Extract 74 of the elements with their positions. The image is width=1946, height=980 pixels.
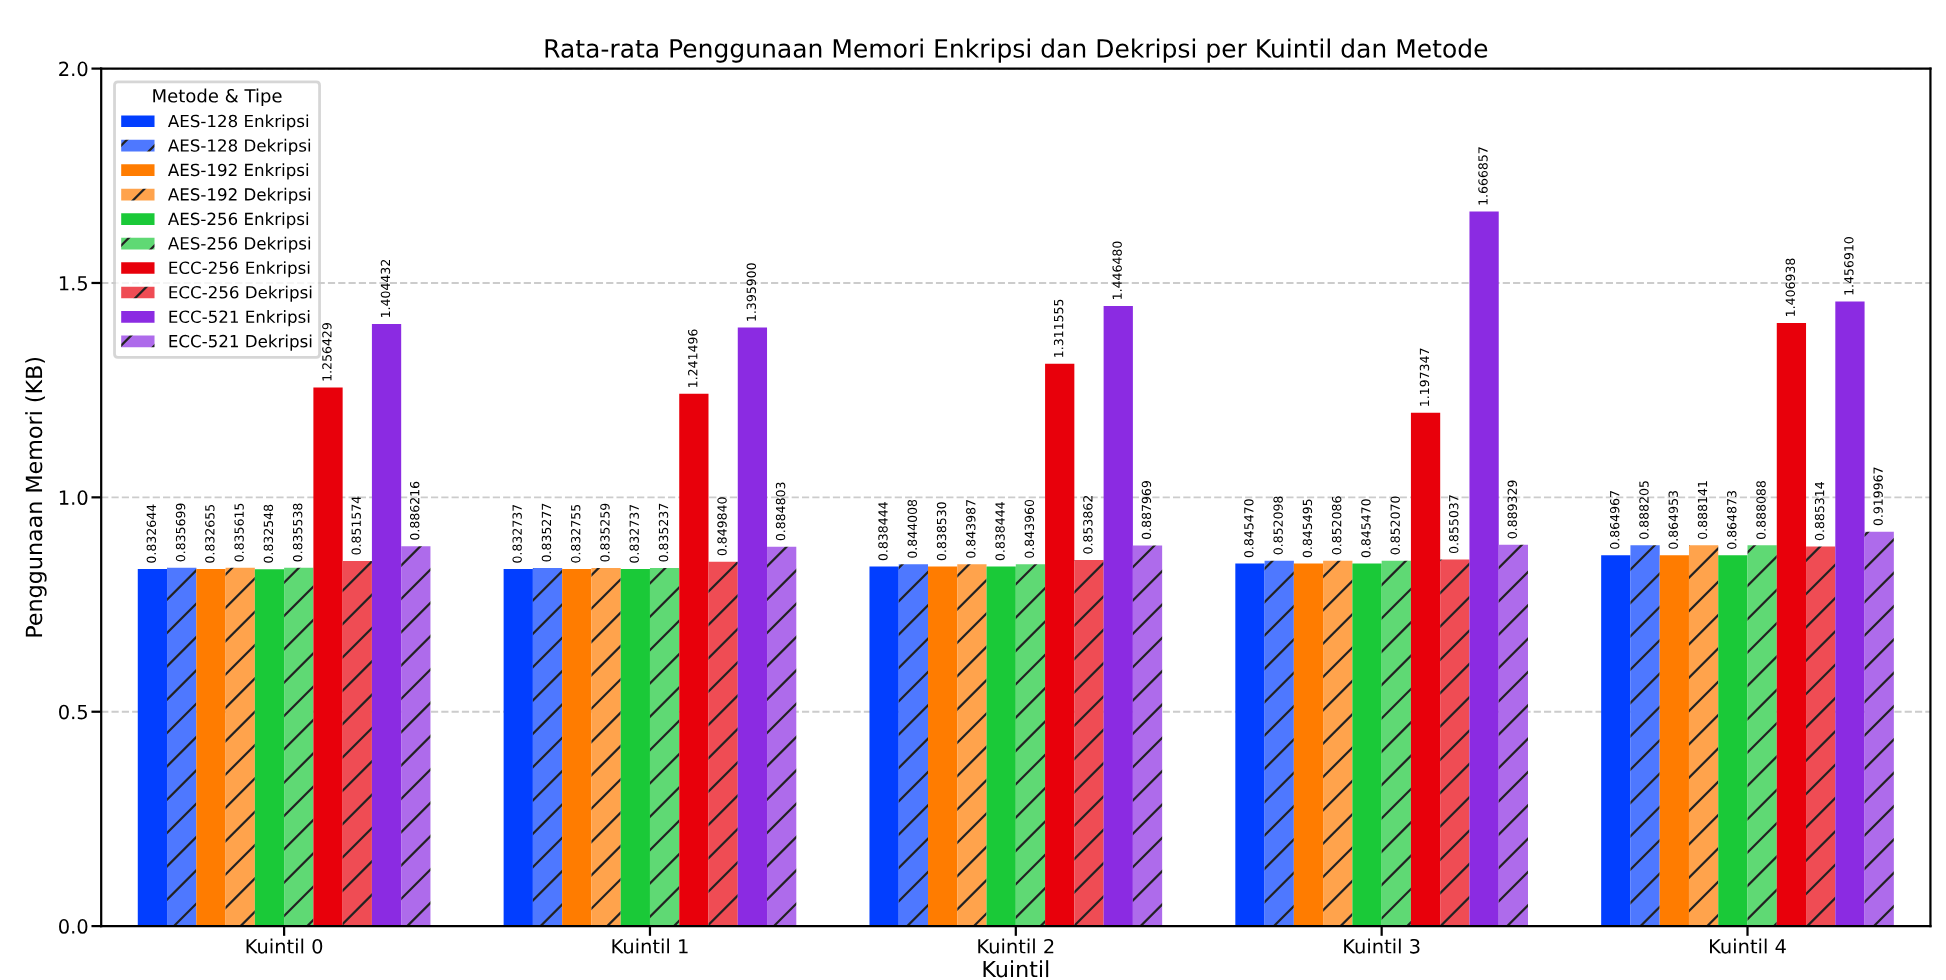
bar (591, 567, 621, 927)
legend-label: AES-192 Dekripsi (167, 187, 311, 204)
legend-title: Metode & Tipe (153, 88, 282, 107)
bar (869, 566, 899, 927)
bar (737, 327, 768, 927)
bar (1498, 544, 1528, 927)
bar (1132, 545, 1163, 927)
legend-label: ECC-521 Dekripsi (169, 334, 312, 351)
bar (1718, 555, 1748, 927)
bar (371, 323, 402, 927)
bar (1747, 545, 1777, 927)
legend-label: AES-192 Enkripsi (167, 163, 309, 180)
bar (196, 569, 226, 927)
bar (649, 567, 680, 927)
legend-label: ECC-256 Dekripsi (169, 285, 312, 302)
bar (957, 564, 987, 927)
bar (1688, 545, 1719, 927)
bar (167, 567, 197, 927)
bar (1630, 545, 1660, 927)
bar (928, 566, 958, 927)
bar (1410, 412, 1441, 927)
bar (1015, 564, 1046, 927)
legend-label: AES-256 Dekripsi (167, 236, 311, 253)
y-tick-label: 1.0 (59, 490, 88, 506)
bar (1835, 301, 1865, 927)
x-tick-label: Kuintil 4 (1710, 938, 1786, 954)
bar (1264, 560, 1294, 927)
legend-label: AES-128 Enkripsi (167, 114, 309, 131)
chart-title: Rata-rata Penggunaan Memori Enkripsi dan Dekripsi per Kuintil dan Metode (545, 38, 1488, 63)
x-axis-title: Kuintil (983, 960, 1049, 978)
bar (1323, 560, 1353, 927)
bar (137, 569, 168, 927)
bar (1352, 563, 1382, 927)
bar (225, 567, 255, 927)
bar (401, 546, 431, 927)
bar (986, 566, 1016, 927)
legend-label: ECC-521 Enkripsi (169, 310, 310, 327)
y-axis-title: Penggunaan Memori (KB) (25, 357, 47, 637)
x-tick-label: Kuintil 3 (1344, 938, 1420, 954)
bar (532, 567, 563, 927)
bar (898, 564, 929, 927)
bar (1381, 560, 1411, 927)
bar (1806, 546, 1836, 927)
legend-label: ECC-256 Enkripsi (169, 261, 310, 278)
bar (254, 569, 285, 927)
bar (1103, 305, 1133, 927)
bar (1074, 560, 1104, 927)
bar (313, 387, 343, 927)
x-tick-label: Kuintil 1 (612, 938, 688, 954)
x-tick-label: Kuintil 2 (978, 938, 1054, 954)
bar (1864, 531, 1894, 927)
bar (1440, 559, 1470, 927)
bar (1469, 211, 1499, 927)
x-tick-label: Kuintil 0 (246, 938, 323, 954)
y-tick-label: 0.5 (59, 704, 87, 720)
bar (767, 546, 797, 927)
y-tick-label: 1.5 (59, 276, 87, 291)
bar (503, 569, 533, 927)
bar (1235, 563, 1265, 927)
bar (342, 560, 372, 927)
bar (620, 569, 650, 927)
bar (679, 393, 709, 927)
legend-label: AES-128 Dekripsi (167, 138, 311, 155)
bar (284, 567, 314, 927)
y-tick-label: 2.0 (59, 61, 88, 77)
bar (1659, 555, 1689, 927)
bar (1293, 563, 1324, 927)
y-tick-label: 0.0 (59, 919, 88, 934)
bar (708, 561, 738, 927)
bar (1601, 555, 1631, 927)
bar (1045, 363, 1075, 927)
bar (562, 569, 592, 927)
bar (1776, 322, 1807, 927)
legend-label: AES-256 Enkripsi (167, 212, 309, 229)
